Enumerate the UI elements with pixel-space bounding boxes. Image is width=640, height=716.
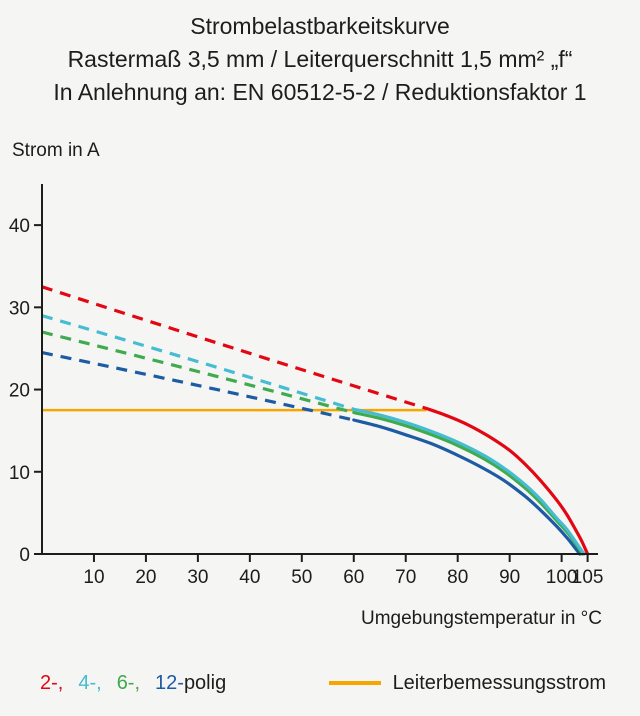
series-12-polig-solid: [352, 418, 582, 556]
x-tick-label: 30: [187, 567, 208, 588]
series-4-polig-dashed: [41, 314, 355, 411]
series-2-polig-solid: [424, 406, 590, 556]
legend-poles-suffix: polig: [183, 672, 227, 694]
x-tick-label: 80: [447, 567, 468, 588]
y-tick-label: 0: [19, 545, 30, 566]
x-tick-label: 105: [572, 567, 604, 588]
chart-subtitle: Rastermaß 3,5 mm / Leiterquerschnitt 1,5…: [67, 46, 573, 72]
y-tick-label: 10: [9, 463, 30, 484]
x-tick-label: 20: [135, 567, 156, 588]
legend-pole-2: 2-,: [40, 672, 64, 694]
legend-pole-12: 12-: [155, 672, 184, 694]
x-tick-label: 90: [499, 567, 520, 588]
rated-current-swatch: [328, 681, 381, 685]
series-4-polig-solid: [352, 407, 586, 556]
x-tick-label: 40: [239, 567, 260, 588]
legend-poles: 2-, 4-, 6-, 12-polig: [40, 670, 226, 696]
series-2-polig-dashed: [41, 285, 427, 411]
series-12-polig-dashed: [41, 351, 355, 422]
legend-rated: Leiterbemessungsstrom: [328, 670, 606, 696]
series-6-polig-dashed: [41, 330, 355, 415]
y-axis-title: Strom in A: [12, 140, 100, 161]
chart-title: Strombelastbarkeitskurve: [190, 13, 450, 39]
legend-pole-4: 4-,: [78, 672, 102, 694]
x-tick-label: 70: [395, 567, 416, 588]
chart-subtitle2: In Anlehnung an: EN 60512-5-2 / Reduktio…: [53, 79, 587, 105]
y-tick-label: 30: [9, 298, 30, 319]
rated-current-label: Leiterbemessungsstrom: [392, 672, 606, 694]
series-6-polig-solid: [352, 411, 584, 556]
y-tick-label: 40: [9, 216, 30, 237]
legend-pole-6: 6-,: [116, 672, 141, 694]
x-tick-label: 50: [291, 567, 312, 588]
chart-title-block: Strombelastbarkeitskurve Rastermaß 3,5 m…: [0, 0, 640, 109]
y-tick-label: 20: [9, 381, 30, 402]
x-tick-label: 100: [546, 567, 578, 588]
x-tick-label: 60: [343, 567, 364, 588]
x-axis-title: Umgebungstemperatur in °C: [361, 608, 602, 629]
legend: 2-, 4-, 6-, 12-polig Leiterbemessungsstrom: [40, 670, 606, 696]
x-tick-label: 10: [83, 567, 104, 588]
